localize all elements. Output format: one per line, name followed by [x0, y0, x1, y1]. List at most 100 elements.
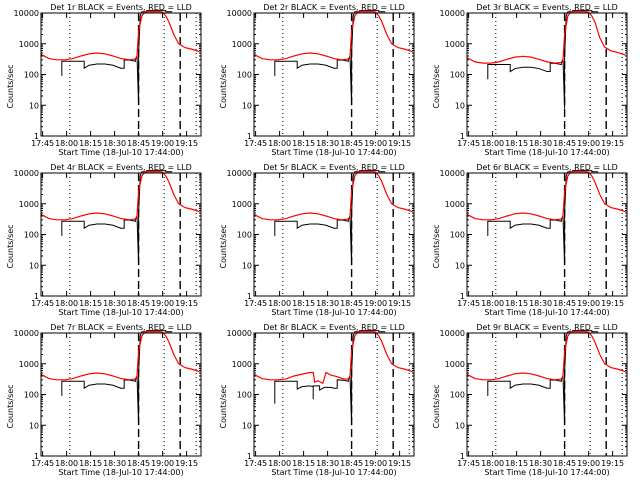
x-tick-label: 19:00	[364, 139, 387, 148]
y-tick-label: 1	[34, 132, 39, 141]
x-tick-label: 18:45	[553, 139, 576, 148]
y-tick-label: 1000	[232, 360, 252, 369]
plot-frame	[466, 172, 628, 297]
y-tick-label: 10	[29, 261, 39, 270]
y-tick-label: 1	[34, 292, 39, 301]
detector-panel-8: Det 8r BLACK = Events, RED = LLD 1 10 100 10…	[219, 323, 415, 477]
y-axis-label: Counts/sec	[6, 384, 15, 428]
x-tick-label: 17:45	[31, 139, 54, 148]
y-tick-label: 1	[247, 452, 252, 461]
x-tick-label: 19:00	[151, 459, 174, 468]
y-tick-label: 10000	[440, 9, 465, 18]
x-tick-label: 18:00	[268, 459, 291, 468]
x-tick-label: 18:45	[340, 459, 363, 468]
x-tick-label: 18:00	[55, 459, 78, 468]
plot-series	[41, 170, 200, 266]
x-tick-label: 19:15	[601, 299, 624, 308]
lld-series-line	[254, 171, 413, 221]
plot-series	[254, 170, 413, 266]
y-tick-label: 100	[24, 71, 39, 80]
plot-frame	[253, 12, 415, 137]
y-tick-label: 10000	[14, 329, 39, 338]
x-axis-label: Start Time (18-Jul-10 17:44:00)	[484, 308, 609, 317]
lld-series-line	[41, 171, 200, 221]
lld-series-line	[41, 331, 200, 381]
y-axis-label: Counts/sec	[219, 64, 228, 108]
y-tick-label: 10	[242, 101, 252, 110]
lld-series-line	[254, 331, 413, 385]
y-tick-label: 10	[455, 101, 465, 110]
x-tick-label: 18:00	[481, 459, 504, 468]
x-tick-label: 19:15	[388, 139, 411, 148]
x-tick-label: 18:00	[481, 299, 504, 308]
detector-panel-9: Det 9r BLACK = Events, RED = LLD 1 10 100 10…	[432, 323, 628, 477]
x-tick-label: 17:45	[31, 459, 54, 468]
x-tick-label: 18:45	[340, 299, 363, 308]
y-tick-label: 1000	[445, 200, 465, 209]
x-tick-label: 18:15	[292, 299, 315, 308]
events-series-line	[61, 330, 173, 426]
x-tick-label: 19:00	[364, 459, 387, 468]
detector-panel-4: Det 4r BLACK = Events, RED = LLD 1 10 100 10…	[6, 163, 202, 317]
x-tick-label: 17:45	[457, 459, 480, 468]
y-tick-label: 1000	[19, 200, 39, 209]
y-tick-label: 1000	[19, 40, 39, 49]
y-tick-label: 1	[34, 452, 39, 461]
events-series-line	[274, 330, 386, 426]
plot-frame	[466, 332, 628, 457]
x-tick-label: 18:00	[268, 139, 291, 148]
x-tick-label: 18:30	[103, 139, 126, 148]
y-axis-label: Counts/sec	[6, 64, 15, 108]
plot-series	[467, 170, 626, 266]
plot-frame	[253, 172, 415, 297]
y-tick-label: 100	[450, 231, 465, 240]
y-tick-label: 100	[237, 71, 252, 80]
lld-series-line	[41, 11, 200, 61]
y-tick-label: 1000	[232, 200, 252, 209]
plot-frame	[40, 12, 202, 137]
x-tick-label: 19:15	[601, 139, 624, 148]
x-tick-label: 18:30	[316, 139, 339, 148]
y-tick-label: 10	[242, 421, 252, 430]
panel-title: Det 4r BLACK = Events, RED = LLD	[50, 163, 192, 172]
x-tick-label: 18:30	[529, 299, 552, 308]
x-tick-label: 18:00	[481, 139, 504, 148]
x-tick-label: 17:45	[244, 139, 267, 148]
plot-series	[254, 10, 413, 106]
panel-title: Det 3r BLACK = Events, RED = LLD	[476, 3, 618, 12]
panel-title: Det 9r BLACK = Events, RED = LLD	[476, 323, 618, 332]
x-tick-label: 18:00	[268, 299, 291, 308]
panel-title: Det 8r BLACK = Events, RED = LLD	[263, 323, 405, 332]
y-tick-label: 1	[247, 292, 252, 301]
x-tick-label: 18:45	[553, 299, 576, 308]
plot-series	[41, 10, 200, 106]
x-tick-label: 18:15	[505, 299, 528, 308]
y-tick-label: 10	[455, 261, 465, 270]
y-tick-label: 10	[29, 101, 39, 110]
events-series-line	[274, 170, 386, 266]
detector-panel-1: Det 1r BLACK = Events, RED = LLD 1 10 100 10…	[6, 3, 202, 157]
x-tick-label: 18:15	[292, 139, 315, 148]
y-tick-label: 10000	[227, 9, 252, 18]
y-tick-label: 100	[450, 71, 465, 80]
events-series-line	[487, 330, 599, 426]
y-tick-label: 100	[237, 231, 252, 240]
lld-series-line	[254, 11, 413, 61]
y-tick-label: 1	[247, 132, 252, 141]
x-axis-label: Start Time (18-Jul-10 17:44:00)	[58, 148, 183, 157]
x-tick-label: 17:45	[244, 299, 267, 308]
plot-frame	[253, 332, 415, 457]
plot-series	[41, 330, 200, 426]
lld-series-line	[467, 331, 626, 381]
x-tick-label: 18:15	[505, 139, 528, 148]
detector-panel-7: Det 7r BLACK = Events, RED = LLD 1 10 100 10…	[6, 323, 202, 477]
x-axis-label: Start Time (18-Jul-10 17:44:00)	[484, 148, 609, 157]
lld-series-line	[467, 171, 626, 221]
x-tick-label: 18:45	[340, 139, 363, 148]
x-tick-label: 18:15	[505, 459, 528, 468]
detector-panel-5: Det 5r BLACK = Events, RED = LLD 1 10 100 10…	[219, 163, 415, 317]
plot-series	[254, 330, 413, 426]
lld-series-line	[467, 11, 626, 64]
x-tick-label: 19:15	[388, 299, 411, 308]
y-tick-label: 10000	[14, 9, 39, 18]
